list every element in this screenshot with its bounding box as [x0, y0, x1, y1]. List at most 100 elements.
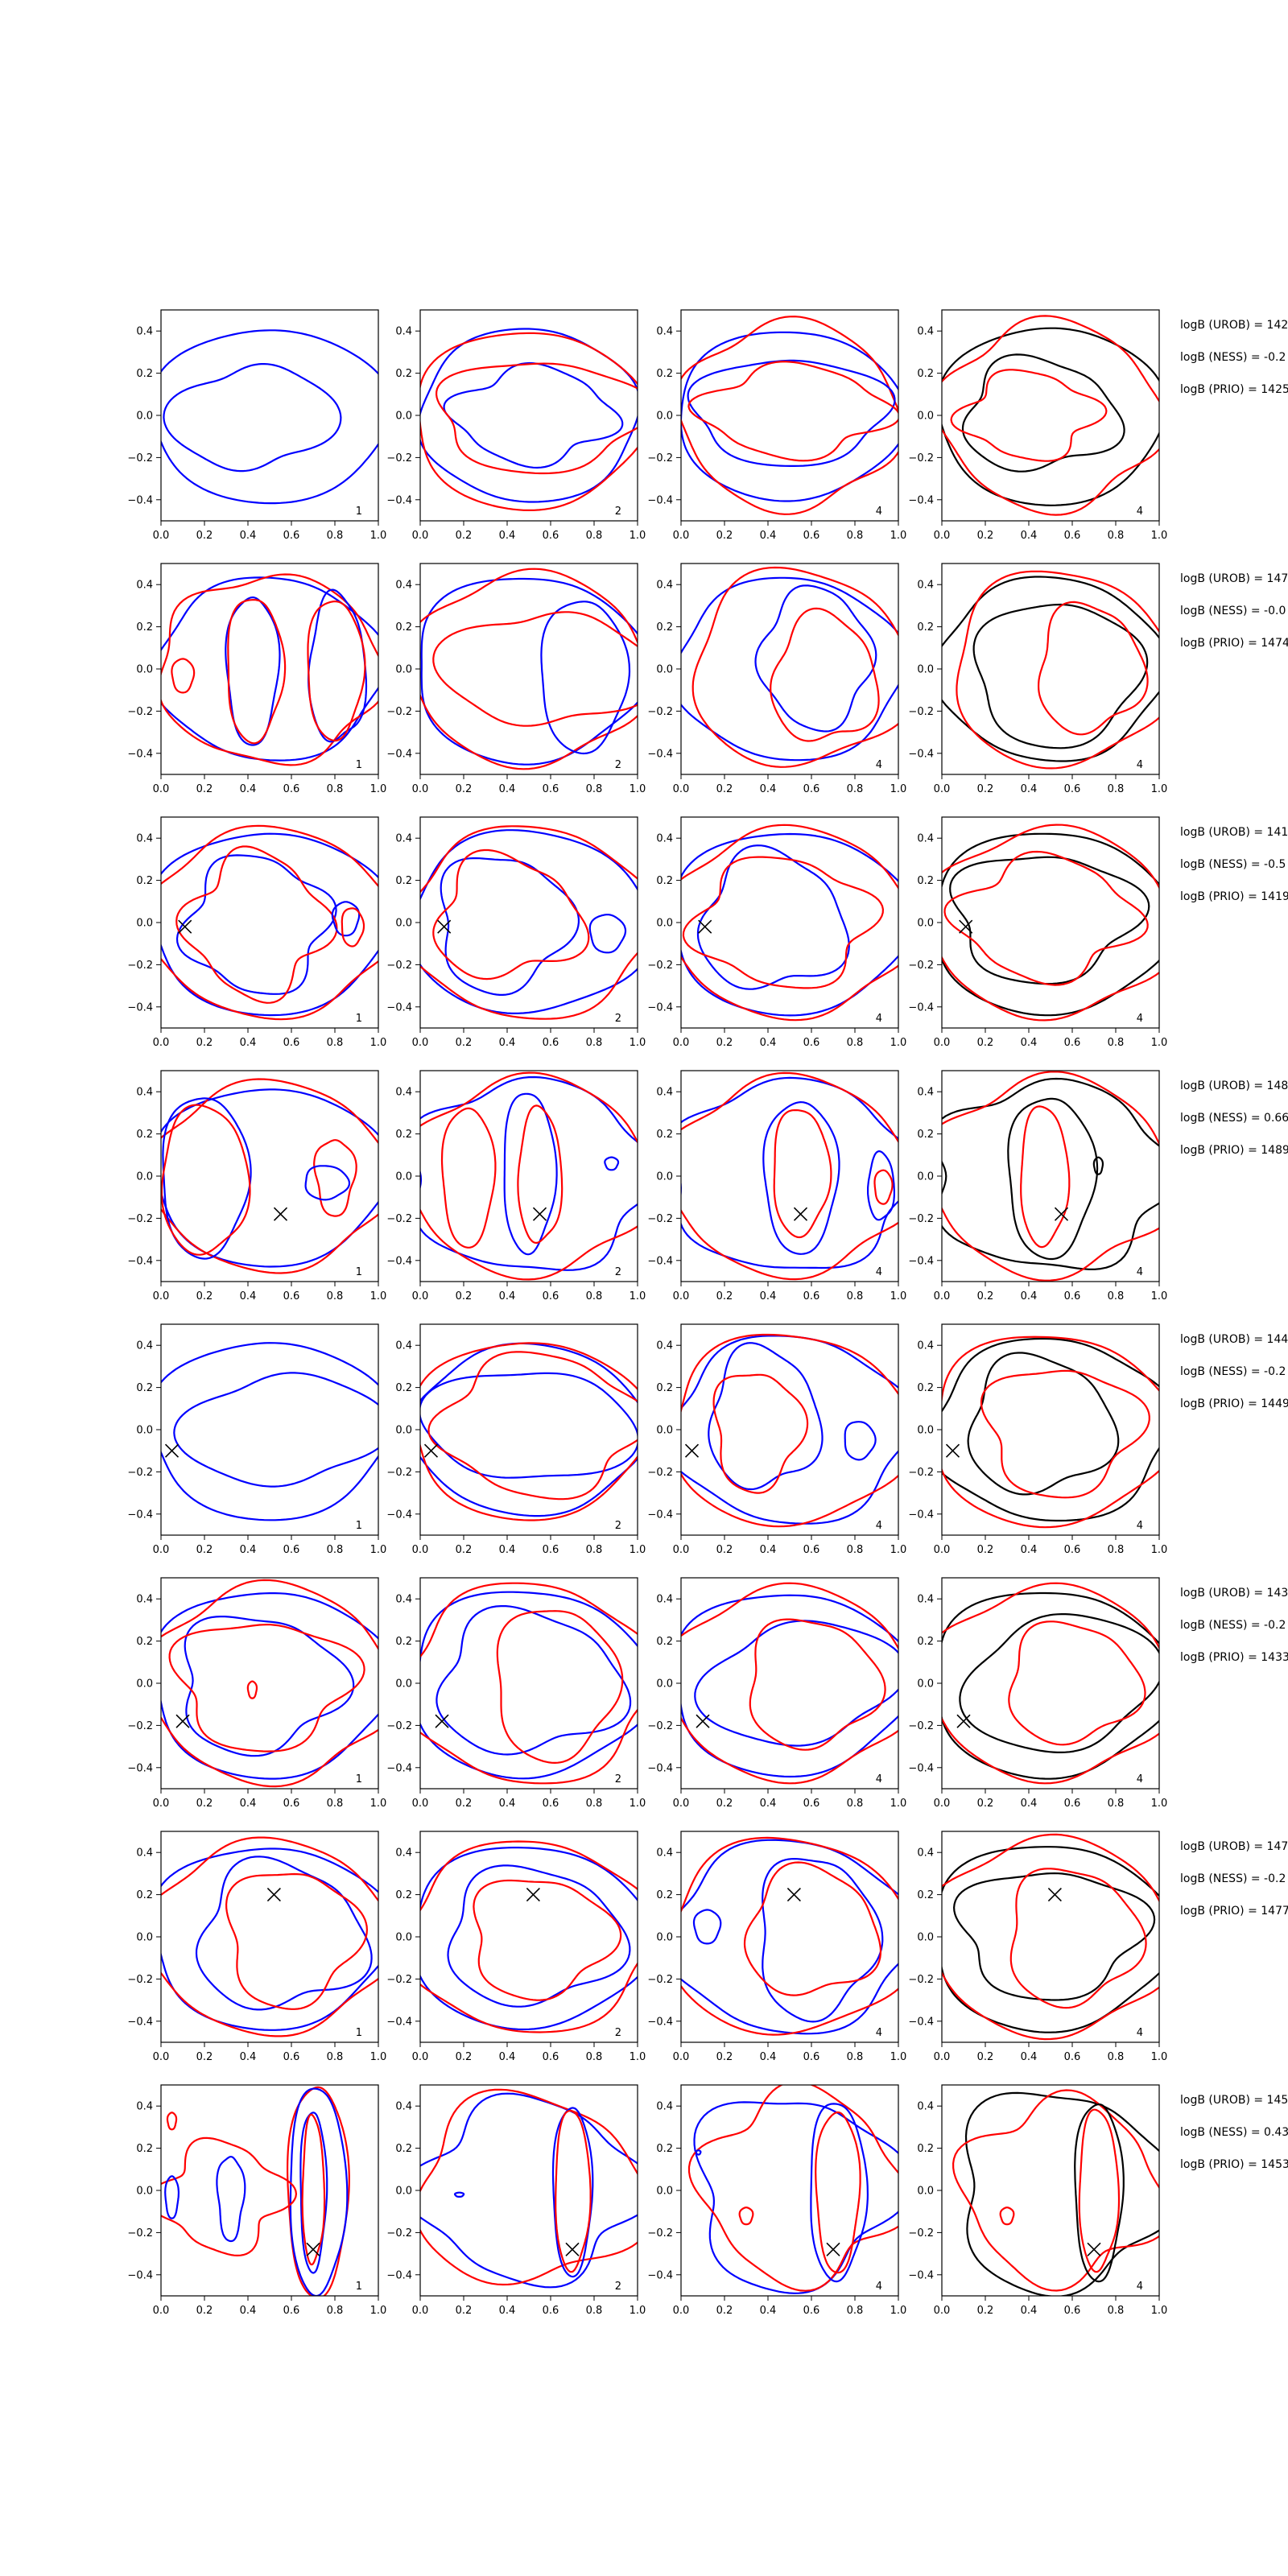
y-tick-label: 0.2 — [917, 875, 934, 887]
x-tick-label: 1.0 — [1151, 530, 1168, 542]
contour-red-outer — [942, 1335, 1159, 1529]
x-marker — [945, 1443, 960, 1458]
y-tick-label: −0.2 — [908, 1720, 934, 1732]
contour-red-inner — [496, 1610, 624, 1764]
contour-red-inner — [712, 1373, 809, 1494]
contour-panel: 0.0 0.2 0.4 0.6 0.8 1.0 −0.4 −0.2 0.0 0.2 0.4 1 — [127, 1070, 386, 1302]
x-tick-label: 0.6 — [803, 530, 820, 542]
contour-lines — [161, 2086, 350, 2296]
y-tick-label: −0.4 — [127, 1509, 153, 1521]
contour-lines — [161, 1836, 378, 2037]
contour-lines — [681, 1071, 898, 1281]
contour-panel: 0.0 0.2 0.4 0.6 0.8 1.0 −0.4 −0.2 0.0 0.2 0.4 4 — [647, 1070, 906, 1302]
x-tick-label: 0.4 — [240, 2305, 257, 2317]
y-tick-label: 0.4 — [395, 833, 412, 845]
x-tick-label: 0.4 — [760, 783, 777, 795]
y-tick-label: 0.0 — [656, 411, 673, 423]
x-tick-label: 0.2 — [716, 783, 733, 795]
contour-red-inner — [950, 369, 1108, 462]
logb-annotation: logB (NESS) = -0.5 — [1180, 858, 1286, 871]
y-tick-label: 0.2 — [136, 1129, 153, 1141]
contour-red-inner — [749, 1618, 886, 1751]
x-tick-label: 0.6 — [283, 2305, 300, 2317]
contour-blue-outer — [681, 1076, 898, 1269]
contour-red-inner — [161, 2136, 297, 2256]
y-tick-label: 0.2 — [917, 1382, 934, 1394]
x-marker — [532, 1207, 547, 1221]
x-tick-label: 0.8 — [327, 1037, 344, 1049]
contour-blue-inner — [447, 1864, 631, 2008]
y-tick-label: 0.0 — [395, 1171, 412, 1183]
panel-index-label: 2 — [615, 2281, 621, 2293]
panel-index-label: 4 — [1137, 1266, 1143, 1278]
y-tick-label: 0.0 — [136, 664, 153, 676]
x-tick-label: 0.6 — [803, 1037, 820, 1049]
contour-black-outer — [942, 327, 1159, 506]
contour-blue-inner — [164, 2175, 180, 2219]
contour-red-inner — [313, 1139, 357, 1217]
contour-panel: 0.0 0.2 0.4 0.6 0.8 1.0 −0.4 −0.2 0.0 0.2 0.4 1 — [127, 2084, 386, 2317]
x-tick-label: 1.0 — [890, 1798, 907, 1810]
x-tick-label: 0.4 — [760, 1544, 777, 1556]
axes-frame — [680, 2084, 899, 2297]
y-tick-label: 0.0 — [917, 664, 934, 676]
contour-red-inner — [225, 1872, 368, 2010]
contour-red-inner — [770, 607, 880, 742]
contour-red-inner — [301, 2113, 326, 2266]
x-tick-label: 0.8 — [327, 783, 344, 795]
y-tick-label: −0.2 — [908, 2227, 934, 2240]
x-tick-label: 1.0 — [370, 783, 387, 795]
x-marker — [437, 919, 452, 934]
x-tick-label: 0.4 — [499, 530, 516, 542]
y-tick-label: −0.4 — [647, 1509, 673, 1521]
contour-red-inner — [246, 1680, 258, 1699]
x-tick-label: 0.2 — [456, 530, 473, 542]
y-tick-label: −0.2 — [647, 1467, 673, 1479]
x-tick-label: 0.0 — [153, 1544, 170, 1556]
contour-blue-inner — [163, 363, 342, 473]
y-tick-label: −0.2 — [386, 1720, 412, 1732]
contour-lines — [942, 570, 1159, 770]
contour-red-outer — [681, 1582, 898, 1785]
panel-index-label: 2 — [615, 1520, 621, 1532]
y-tick-label: −0.4 — [908, 1001, 934, 1013]
x-tick-label: 0.0 — [412, 1544, 429, 1556]
contour-red-inner — [161, 1104, 251, 1256]
contour-lines — [420, 825, 638, 1020]
logb-annotation: logB (NESS) = -0.0 — [1180, 605, 1286, 617]
x-marker — [526, 1888, 540, 1902]
x-tick-label: 0.2 — [716, 1290, 733, 1302]
contour-black-inner — [972, 603, 1149, 749]
x-marker — [696, 1714, 710, 1728]
y-tick-label: 0.4 — [136, 326, 153, 338]
y-tick-label: 0.4 — [136, 2101, 153, 2113]
contour-red-inner — [227, 599, 287, 745]
x-tick-label: 0.2 — [456, 1544, 473, 1556]
x-tick-label: 0.8 — [327, 530, 344, 542]
x-tick-label: 0.4 — [1021, 783, 1038, 795]
contour-blue-inner — [540, 601, 631, 755]
x-tick-label: 0.4 — [1021, 2305, 1038, 2317]
contour-lines — [681, 824, 898, 1022]
x-tick-label: 1.0 — [630, 1544, 646, 1556]
contour-lines — [420, 1582, 638, 1785]
panel-index-label: 1 — [356, 1266, 362, 1278]
x-tick-label: 0.6 — [803, 2051, 820, 2063]
x-tick-label: 0.6 — [283, 530, 300, 542]
x-tick-label: 1.0 — [890, 1544, 907, 1556]
panel-index-label: 4 — [1137, 506, 1143, 518]
contour-red-outer — [161, 573, 378, 766]
x-tick-label: 0.8 — [586, 783, 603, 795]
y-tick-label: 0.2 — [917, 1636, 934, 1648]
x-tick-label: 0.6 — [1064, 2305, 1081, 2317]
y-tick-label: −0.4 — [647, 748, 673, 760]
logb-annotation: logB (PRIO) = 1477 — [1180, 1905, 1288, 1918]
axes-frame — [160, 1323, 379, 1536]
panel-index-label: 1 — [356, 2027, 362, 2039]
y-tick-label: 0.2 — [917, 2143, 934, 2155]
y-tick-label: −0.2 — [908, 1467, 934, 1479]
contour-panel: 0.0 0.2 0.4 0.6 0.8 1.0 −0.4 −0.2 0.0 0.2 0.4 4 — [647, 816, 906, 1049]
contour-red-outer — [942, 824, 1159, 1022]
y-tick-label: 0.4 — [136, 833, 153, 845]
axes-frame — [160, 309, 379, 522]
